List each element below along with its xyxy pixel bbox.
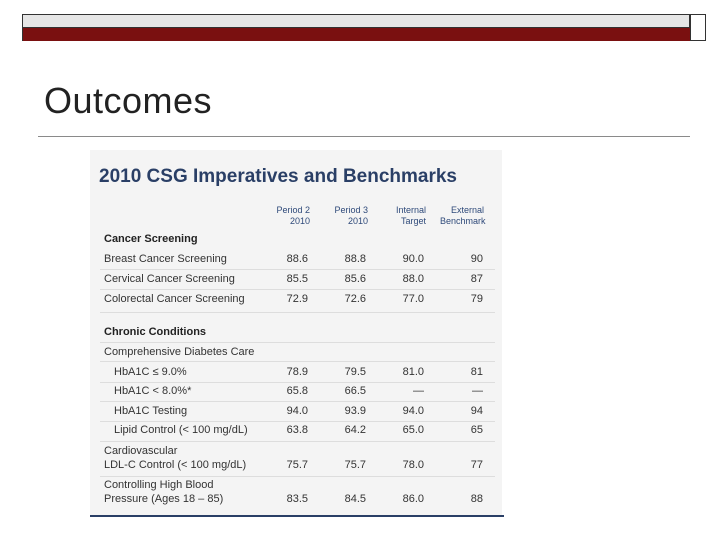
row-label-line2: Pressure (Ages 18 – 85): [104, 493, 224, 505]
cell-external-benchmark: 94: [470, 405, 483, 417]
column-header-line1: Internal: [395, 205, 426, 215]
column-header-line2: 2010: [289, 216, 310, 226]
subsection-diabetes-care: Comprehensive Diabetes Care: [104, 346, 255, 358]
row-divider: [100, 312, 495, 313]
header-accent-bar: [22, 28, 690, 41]
slide-title: Outcomes: [44, 80, 213, 121]
cell-external-benchmark: 65: [470, 424, 483, 436]
column-header-line1: External: [450, 205, 484, 215]
row-divider: [100, 342, 495, 343]
row-label: Breast Cancer Screening: [104, 253, 227, 265]
column-header-line1: Period 3: [334, 205, 368, 215]
corner-box-decoration: [690, 14, 706, 41]
row-label: HbA1C < 8.0%*: [114, 385, 192, 397]
cell-period2: 72.9: [286, 293, 308, 305]
section-cancer-screening: Cancer Screening: [104, 233, 198, 245]
cell-period2: 63.8: [286, 424, 308, 436]
column-header-line2: Target: [400, 216, 426, 226]
cell-internal-target: 88.0: [402, 273, 424, 285]
row-label-line2: LDL-C Control (< 100 mg/dL): [104, 459, 247, 471]
cell-external-benchmark: 77: [470, 459, 483, 471]
cell-internal-target: 77.0: [402, 293, 424, 305]
table-bottom-rule: [90, 515, 504, 517]
cell-period3: 93.9: [344, 405, 366, 417]
cell-external-benchmark: 88: [470, 493, 483, 505]
row-divider: [100, 382, 495, 383]
cell-external-benchmark: —: [472, 385, 483, 397]
cell-period3: 79.5: [344, 366, 366, 378]
column-header-line1: Period 2: [276, 205, 310, 215]
row-label: Lipid Control (< 100 mg/dL): [114, 424, 248, 436]
column-header-internal-target: Internal Target: [382, 205, 426, 227]
benchmark-table-panel: [90, 150, 502, 515]
cell-period2: 83.5: [286, 493, 308, 505]
title-divider: [38, 136, 690, 137]
cell-internal-target: 78.0: [402, 459, 424, 471]
cell-external-benchmark: 81: [470, 366, 483, 378]
row-divider: [100, 421, 495, 422]
row-divider: [100, 441, 495, 442]
cell-internal-target: 90.0: [402, 253, 424, 265]
row-divider: [100, 361, 495, 362]
cell-period2: 85.5: [286, 273, 308, 285]
cell-period3: 88.8: [344, 253, 366, 265]
row-divider: [100, 289, 495, 290]
row-divider: [100, 476, 495, 477]
row-divider: [100, 401, 495, 402]
cell-period3: 64.2: [344, 424, 366, 436]
row-label: HbA1C ≤ 9.0%: [114, 366, 187, 378]
cell-internal-target: 65.0: [402, 424, 424, 436]
cell-period3: 75.7: [344, 459, 366, 471]
section-chronic-conditions: Chronic Conditions: [104, 326, 207, 338]
cell-internal-target: —: [413, 385, 424, 397]
column-header-line2: 2010: [347, 216, 368, 226]
cell-external-benchmark: 90: [470, 253, 483, 265]
table-heading: 2010 CSG Imperatives and Benchmarks: [99, 166, 458, 187]
row-label: HbA1C Testing: [114, 405, 188, 417]
cell-external-benchmark: 87: [470, 273, 483, 285]
cell-period2: 88.6: [286, 253, 308, 265]
cell-period2: 65.8: [286, 385, 308, 397]
cell-internal-target: 94.0: [402, 405, 424, 417]
row-label: Controlling High Blood: [104, 479, 214, 491]
column-header-line2: Benchmark: [440, 216, 486, 226]
cell-period2: 94.0: [286, 405, 308, 417]
header-band: [22, 14, 690, 28]
cell-internal-target: 86.0: [402, 493, 424, 505]
column-header-external-benchmark: External Benchmark: [440, 205, 486, 227]
row-label: Cervical Cancer Screening: [104, 273, 235, 285]
cell-period2: 75.7: [286, 459, 308, 471]
row-label: Cardiovascular: [104, 445, 178, 457]
cell-external-benchmark: 79: [470, 293, 483, 305]
cell-period3: 84.5: [344, 493, 366, 505]
column-header-period2: Period 2 2010: [266, 205, 310, 227]
cell-period3: 85.6: [344, 273, 366, 285]
cell-internal-target: 81.0: [402, 366, 424, 378]
cell-period3: 66.5: [344, 385, 366, 397]
column-header-period3: Period 3 2010: [324, 205, 368, 227]
cell-period3: 72.6: [344, 293, 366, 305]
cell-period2: 78.9: [286, 366, 308, 378]
row-label: Colorectal Cancer Screening: [104, 293, 245, 305]
row-divider: [100, 269, 495, 270]
